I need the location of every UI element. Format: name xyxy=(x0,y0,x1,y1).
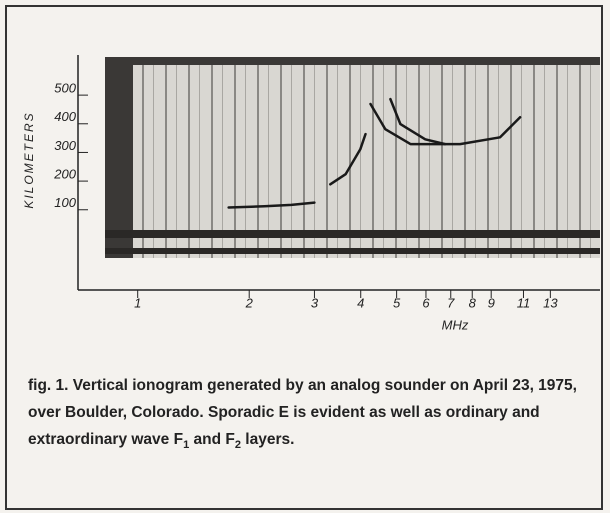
x-tick-label: 2 xyxy=(245,295,254,310)
x-tick-label: 11 xyxy=(517,295,531,310)
x-tick-label: 9 xyxy=(488,295,495,310)
caption-subscript: 1 xyxy=(183,439,190,452)
trace xyxy=(227,201,316,209)
ground-echo xyxy=(105,248,600,254)
x-tick-label: 3 xyxy=(311,295,319,310)
caption: fig. 1. Vertical ionogram generated by a… xyxy=(28,372,598,459)
trace xyxy=(329,132,367,186)
x-tick-label: 6 xyxy=(422,295,430,310)
caption-text: layers. xyxy=(240,431,295,448)
dark-band xyxy=(105,57,600,65)
trace xyxy=(389,97,447,146)
figure-frame xyxy=(5,5,603,510)
caption-text: and F xyxy=(189,431,235,448)
caption-subscript: 2 xyxy=(234,439,241,452)
dark-band xyxy=(105,57,133,258)
y-tick-label: 300 xyxy=(54,138,76,153)
x-tick-label: 7 xyxy=(447,295,455,310)
x-tick-label: 1 xyxy=(134,295,141,310)
y-tick-label: 100 xyxy=(54,195,76,210)
y-tick-label: 400 xyxy=(54,109,76,124)
chart: KILOMETERS MHz 100 200 300 400 500 1 2 3 4 5 6 7 8 9 1… xyxy=(22,55,600,332)
x-tick-label: 5 xyxy=(393,295,401,310)
caption-text: fig. 1. Vertical ionogram generated by a… xyxy=(28,377,577,448)
y-tick-label: 500 xyxy=(54,81,76,96)
x-axis-label: MHz xyxy=(442,317,469,332)
trace xyxy=(369,102,522,146)
x-tick-label: 8 xyxy=(469,295,477,310)
x-tick-label: 13 xyxy=(543,295,558,310)
y-tick-label: 200 xyxy=(53,167,76,182)
x-tick-label: 4 xyxy=(357,295,364,310)
ground-echo xyxy=(105,230,600,238)
y-axis-label: KILOMETERS xyxy=(22,111,36,208)
ionogram-background xyxy=(105,57,600,258)
